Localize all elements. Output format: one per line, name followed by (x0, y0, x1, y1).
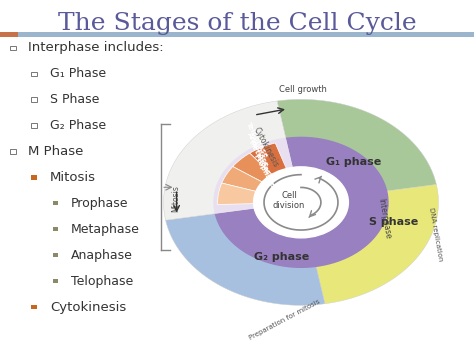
Text: Prophase: Prophase (71, 197, 128, 210)
Text: G₁ Phase: G₁ Phase (50, 67, 106, 80)
Text: Anaphase: Anaphase (246, 131, 270, 168)
Text: Interphase includes:: Interphase includes: (28, 42, 164, 54)
Text: DNA replication: DNA replication (428, 207, 444, 262)
Text: Mitosis: Mitosis (171, 185, 180, 212)
Polygon shape (213, 138, 301, 214)
Text: G₂ Phase: G₂ Phase (50, 119, 106, 132)
Text: Prophase: Prophase (253, 153, 275, 189)
Text: Mitosis: Mitosis (50, 171, 96, 184)
Text: Cell growth: Cell growth (279, 85, 328, 94)
Polygon shape (301, 185, 438, 304)
Polygon shape (215, 137, 389, 268)
FancyBboxPatch shape (53, 201, 58, 206)
Polygon shape (218, 183, 301, 204)
Text: The Stages of the Cell Cycle: The Stages of the Cell Cycle (58, 12, 416, 36)
Text: Interphase: Interphase (376, 197, 392, 239)
Text: Cytokinesis: Cytokinesis (251, 126, 280, 169)
Text: Cell
division: Cell division (273, 191, 305, 210)
Text: Anaphase: Anaphase (71, 249, 133, 262)
Circle shape (254, 167, 348, 238)
Text: Metaphase: Metaphase (71, 223, 140, 236)
FancyBboxPatch shape (53, 253, 58, 257)
FancyBboxPatch shape (53, 227, 58, 231)
Polygon shape (222, 166, 301, 202)
FancyBboxPatch shape (0, 32, 18, 37)
Polygon shape (277, 99, 437, 202)
Text: Telophase: Telophase (71, 275, 133, 288)
Polygon shape (165, 202, 325, 305)
Polygon shape (164, 101, 301, 220)
Text: Preparation for mitosis: Preparation for mitosis (248, 298, 321, 341)
Polygon shape (250, 143, 301, 202)
FancyBboxPatch shape (31, 175, 37, 180)
Text: S phase: S phase (369, 217, 418, 227)
Text: G₂ phase: G₂ phase (255, 252, 310, 262)
Text: Telophase: Telophase (245, 121, 269, 159)
Text: S Phase: S Phase (50, 93, 99, 106)
Text: M Phase: M Phase (28, 145, 84, 158)
Text: G₁ phase: G₁ phase (326, 157, 381, 166)
Text: Cytokinesis: Cytokinesis (50, 301, 126, 313)
FancyBboxPatch shape (31, 305, 37, 309)
FancyBboxPatch shape (0, 32, 474, 37)
Text: Metaphase: Metaphase (248, 139, 273, 180)
Polygon shape (233, 153, 301, 202)
FancyBboxPatch shape (53, 279, 58, 283)
